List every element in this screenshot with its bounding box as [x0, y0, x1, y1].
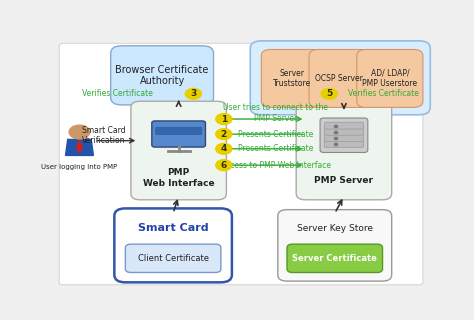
FancyBboxPatch shape [110, 46, 213, 105]
Text: OCSP Server: OCSP Server [315, 74, 363, 83]
Circle shape [216, 114, 232, 124]
Polygon shape [65, 140, 93, 156]
FancyBboxPatch shape [357, 50, 423, 108]
FancyBboxPatch shape [125, 244, 221, 273]
FancyBboxPatch shape [131, 101, 227, 200]
Text: Browser Certificate
Authority: Browser Certificate Authority [116, 65, 209, 86]
Text: 3: 3 [190, 89, 196, 98]
FancyBboxPatch shape [325, 134, 364, 141]
Text: AD/ LDAP/
PMP Userstore: AD/ LDAP/ PMP Userstore [362, 69, 418, 88]
Text: 5: 5 [326, 89, 332, 98]
Circle shape [69, 125, 90, 139]
FancyBboxPatch shape [287, 244, 383, 273]
Text: Verifies Certificate: Verifies Certificate [82, 89, 153, 98]
Text: Server
Truststore: Server Truststore [273, 69, 311, 88]
Text: Smart Card: Smart Card [138, 223, 209, 233]
Text: Presents Certificate: Presents Certificate [238, 144, 314, 153]
Text: Client Certificate: Client Certificate [137, 254, 209, 263]
FancyBboxPatch shape [320, 118, 368, 153]
FancyBboxPatch shape [325, 141, 364, 148]
Circle shape [216, 143, 232, 154]
Text: Verifies Certificate: Verifies Certificate [347, 89, 419, 98]
FancyBboxPatch shape [325, 122, 364, 129]
FancyBboxPatch shape [59, 43, 423, 285]
Circle shape [216, 160, 232, 171]
Text: 4: 4 [220, 144, 227, 153]
FancyBboxPatch shape [250, 41, 430, 115]
FancyBboxPatch shape [261, 50, 322, 108]
Text: Server Certificate: Server Certificate [292, 254, 377, 263]
Circle shape [185, 88, 201, 99]
Text: 1: 1 [221, 115, 227, 124]
Text: Access to PMP Web Interface: Access to PMP Web Interface [221, 161, 331, 170]
Text: Presents Certificate: Presents Certificate [238, 130, 314, 139]
FancyBboxPatch shape [152, 121, 205, 147]
Circle shape [216, 129, 232, 140]
FancyBboxPatch shape [114, 208, 232, 282]
FancyBboxPatch shape [155, 127, 202, 135]
Text: User logging into PMP: User logging into PMP [41, 164, 118, 170]
FancyBboxPatch shape [278, 210, 392, 281]
Polygon shape [76, 141, 82, 153]
Text: Server Key Store: Server Key Store [297, 224, 373, 233]
Text: 6: 6 [221, 161, 227, 170]
Text: PMP
Web Interface: PMP Web Interface [143, 168, 214, 188]
Text: User tries to connect to the
PMP Server: User tries to connect to the PMP Server [223, 103, 328, 123]
FancyBboxPatch shape [309, 50, 370, 108]
Text: Smart Card
Verification: Smart Card Verification [82, 126, 125, 145]
Circle shape [321, 88, 337, 99]
Text: PMP Server: PMP Server [314, 176, 374, 185]
Text: 2: 2 [221, 130, 227, 139]
FancyBboxPatch shape [325, 128, 364, 135]
FancyBboxPatch shape [296, 101, 392, 200]
